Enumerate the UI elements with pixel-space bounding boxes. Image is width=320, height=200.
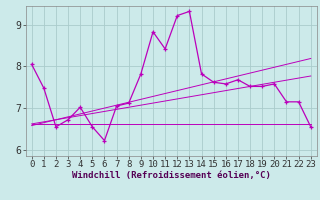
X-axis label: Windchill (Refroidissement éolien,°C): Windchill (Refroidissement éolien,°C) [72,171,271,180]
